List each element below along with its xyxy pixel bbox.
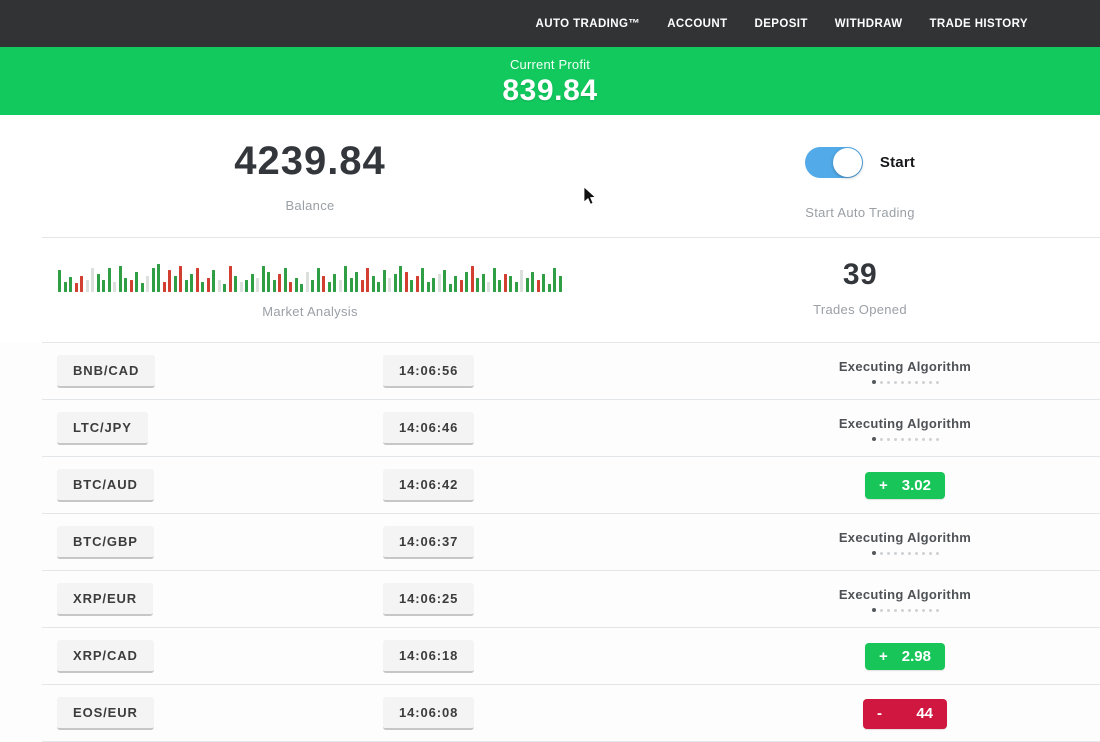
pair-badge: EOS/EUR [57, 697, 154, 730]
trade-row: BTC/GBP 14:06:37 Executing Algorithm [0, 514, 1100, 571]
market-analysis-block: Market Analysis [0, 238, 620, 342]
result-value: 44 [916, 705, 933, 722]
executing-label: Executing Algorithm [838, 530, 972, 545]
balance-label: Balance [285, 198, 335, 213]
pair-badge: XRP/EUR [57, 583, 154, 616]
section-divider [42, 237, 1100, 238]
executing-label: Executing Algorithm [838, 587, 972, 602]
balance-toggle-section: 4239.84 Balance Start Start Auto Trading [0, 115, 1100, 237]
result-value: 2.98 [901, 648, 931, 665]
trade-row: BNB/CAD 14:06:56 Executing Algorithm [0, 343, 1100, 400]
auto-trading-block: Start Start Auto Trading [620, 115, 1100, 237]
progress-dots-icon [839, 437, 971, 441]
progress-dots-icon [839, 608, 971, 612]
result-sign: - [877, 705, 882, 722]
time-badge: 14:06:56 [383, 355, 475, 388]
nav-item[interactable]: WITHDRAW [834, 17, 903, 30]
result-badge: + 3.02 [865, 472, 945, 499]
trade-row: BTC/AUD 14:06:42 + 3.02 [0, 457, 1100, 514]
market-trades-section: Market Analysis 39 Trades Opened [0, 238, 1100, 342]
executing-label: Executing Algorithm [838, 416, 972, 431]
pair-badge: BTC/GBP [57, 526, 154, 559]
auto-trading-caption: Start Auto Trading [805, 205, 915, 220]
market-analysis-chart [58, 262, 562, 292]
result-value: 3.02 [901, 477, 931, 494]
profit-banner-label: Current Profit [509, 57, 591, 72]
trade-row: LTC/JPY 14:06:46 Executing Algorithm [0, 400, 1100, 457]
trade-row: EOS/EUR 14:06:08 - 44 [0, 685, 1100, 742]
pair-badge: XRP/CAD [57, 640, 154, 673]
trade-list: BNB/CAD 14:06:56 Executing Algorithm LTC… [0, 343, 1100, 742]
status-executing: Executing Algorithm [839, 587, 971, 612]
trades-opened-value: 39 [842, 258, 878, 291]
auto-trading-toggle[interactable] [804, 147, 863, 178]
pair-badge: BNB/CAD [57, 355, 156, 388]
result-badge: + 2.98 [865, 643, 945, 670]
market-analysis-label: Market Analysis [262, 304, 358, 319]
time-badge: 14:06:18 [383, 640, 475, 673]
status-executing: Executing Algorithm [839, 359, 971, 384]
nav-item[interactable]: ACCOUNT [667, 17, 728, 30]
trade-row: XRP/EUR 14:06:25 Executing Algorithm [0, 571, 1100, 628]
top-nav: AUTO TRADING™ ACCOUNT DEPOSIT WITHDRAW T… [0, 0, 1100, 47]
result-badge: - 44 [863, 698, 947, 729]
trades-opened-block: 39 Trades Opened [620, 238, 1100, 342]
time-badge: 14:06:25 [383, 583, 475, 616]
result-sign: + [879, 477, 888, 494]
section-divider [42, 342, 1100, 343]
nav-item[interactable]: TRADE HISTORY [929, 17, 1028, 30]
trades-opened-label: Trades Opened [813, 302, 907, 317]
executing-label: Executing Algorithm [838, 359, 972, 374]
time-badge: 14:06:08 [383, 697, 475, 730]
pair-badge: LTC/JPY [57, 412, 148, 445]
balance-value: 4239.84 [234, 139, 386, 183]
profit-banner-value: 839.84 [502, 74, 598, 107]
toggle-label: Start [879, 154, 916, 171]
nav-item[interactable]: AUTO TRADING™ [535, 17, 641, 30]
toggle-knob[interactable] [832, 148, 862, 177]
trade-row: XRP/CAD 14:06:18 + 2.98 [0, 628, 1100, 685]
profit-banner: Current Profit 839.84 [0, 47, 1100, 115]
status-executing: Executing Algorithm [839, 530, 971, 555]
time-badge: 14:06:37 [383, 526, 475, 559]
progress-dots-icon [839, 551, 971, 555]
time-badge: 14:06:46 [383, 412, 475, 445]
nav-item[interactable]: DEPOSIT [754, 17, 808, 30]
result-sign: + [879, 648, 888, 665]
balance-block: 4239.84 Balance [0, 115, 620, 237]
pair-badge: BTC/AUD [57, 469, 154, 502]
status-executing: Executing Algorithm [839, 416, 971, 441]
progress-dots-icon [839, 380, 971, 384]
time-badge: 14:06:42 [383, 469, 475, 502]
